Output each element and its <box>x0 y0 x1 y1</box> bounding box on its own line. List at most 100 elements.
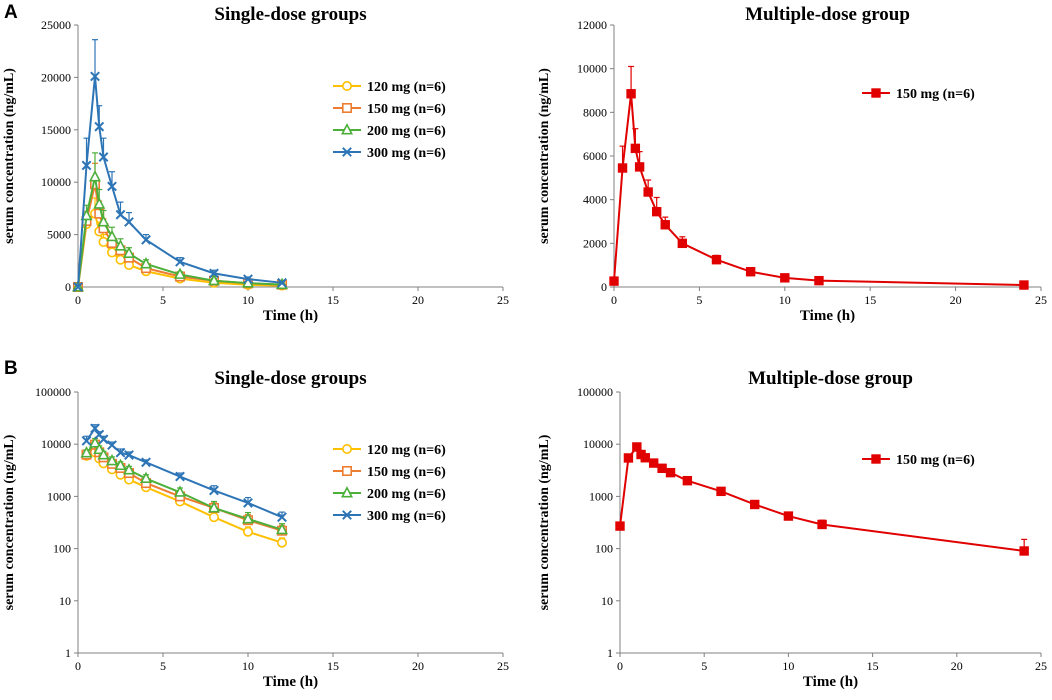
y-tick-label: 8000 <box>583 105 607 119</box>
legend-marker <box>342 510 352 520</box>
data-point <box>677 238 688 249</box>
legend-entry: 200 mg (n=6) <box>333 486 446 502</box>
legend-entry: 300 mg (n=6) <box>333 509 446 524</box>
data-point <box>105 453 119 466</box>
y-tick-label: 0 <box>65 280 71 294</box>
legend-label: 120 mg (n=6) <box>367 80 446 95</box>
y-axis-label: serum concentration (ng/mL) <box>537 68 552 244</box>
data-point <box>107 247 118 258</box>
y-axis-label: serum concentration (ng/mL) <box>537 434 552 610</box>
data-point <box>682 475 693 486</box>
y-axis-label: serum concentration (ng/mL) <box>2 434 17 610</box>
data-point <box>814 275 824 286</box>
x-axis-label: Time (h) <box>263 308 318 324</box>
legend-marker <box>871 454 881 464</box>
legend-entry: 300 mg (n=6) <box>333 146 446 161</box>
data-point <box>617 163 628 173</box>
y-tick-label: 4000 <box>583 193 607 207</box>
data-point <box>80 208 93 221</box>
data-point <box>243 274 253 285</box>
data-point <box>634 162 645 172</box>
x-tick-label: 5 <box>160 659 166 673</box>
y-axis-label: serum concentration (ng/mL) <box>2 68 17 244</box>
y-tick-label: 100000 <box>577 385 613 399</box>
data-point <box>81 435 92 446</box>
data-point <box>241 512 255 524</box>
data-point <box>609 276 619 286</box>
legend-label: 200 mg (n=6) <box>367 124 446 139</box>
x-tick-label: 15 <box>327 659 339 673</box>
chart-a-single: Single-dose groups 0 5000 10000 15000 20000 25… <box>2 4 509 324</box>
chart-b-multi: Multiple-dose group110100100010000100000… <box>537 368 1047 690</box>
x-tick-label: 5 <box>160 293 166 307</box>
data-point <box>124 217 134 227</box>
data-point <box>107 181 117 192</box>
data-point <box>783 511 794 521</box>
y-tick-label: 1000 <box>589 489 613 503</box>
y-tick-label: 20000 <box>41 70 71 84</box>
chart-title: Multiple-dose group <box>748 368 913 389</box>
data-point <box>98 152 109 162</box>
x-axis-label: Time (h) <box>803 674 858 690</box>
legend-entry: 120 mg (n=6) <box>333 80 446 95</box>
y-tick-label: 10000 <box>41 437 71 451</box>
legend-label: 300 mg (n=6) <box>367 509 446 524</box>
x-tick-label: 25 <box>1035 293 1047 307</box>
data-point <box>277 512 287 523</box>
x-tick-label: 0 <box>617 659 623 673</box>
y-tick-label: 10000 <box>583 437 613 451</box>
y-tick-label: 25000 <box>41 18 71 32</box>
data-point <box>652 206 662 217</box>
legend-entry: 150 mg (n=6) <box>333 465 446 480</box>
data-point <box>98 236 109 247</box>
data-point <box>665 467 676 478</box>
y-tick-label: 15000 <box>41 123 71 137</box>
x-tick-label: 0 <box>75 659 81 673</box>
data-point <box>173 485 187 497</box>
data-point <box>139 257 153 269</box>
data-point <box>114 458 127 471</box>
data-point <box>615 521 625 531</box>
y-tick-label: 0 <box>601 280 607 294</box>
data-point <box>207 501 221 513</box>
x-tick-label: 20 <box>951 659 963 673</box>
legend-label: 300 mg (n=6) <box>367 146 446 161</box>
series-multi <box>615 442 1029 556</box>
legend-entry: 150 mg (n=6) <box>333 102 446 117</box>
data-point <box>81 160 92 171</box>
data-point <box>139 471 153 484</box>
data-point <box>90 423 100 434</box>
legend-label: 200 mg (n=6) <box>367 487 446 502</box>
legend-marker <box>342 147 352 157</box>
y-tick-label: 12000 <box>577 18 607 32</box>
legend-marker <box>341 103 352 114</box>
data-point <box>115 209 126 220</box>
y-tick-label: 10 <box>59 594 71 608</box>
x-tick-label: 25 <box>497 293 509 307</box>
chart-title: Single-dose groups <box>214 4 366 25</box>
x-tick-label: 5 <box>696 293 702 307</box>
data-point <box>173 267 187 279</box>
data-point <box>80 446 93 458</box>
data-point <box>209 485 219 496</box>
data-point <box>716 486 726 497</box>
data-point <box>626 89 636 99</box>
x-tick-label: 5 <box>701 659 707 673</box>
x-tick-label: 0 <box>75 293 81 307</box>
data-point <box>124 450 134 460</box>
data-point <box>657 463 667 474</box>
series-300 <box>81 423 287 523</box>
data-point <box>175 471 185 482</box>
series-line <box>613 93 1024 287</box>
data-point <box>1019 280 1029 290</box>
legend-label: 150 mg (n=6) <box>367 102 446 117</box>
x-tick-label: 15 <box>327 293 339 307</box>
x-tick-label: 20 <box>412 293 424 307</box>
data-point <box>660 220 670 230</box>
data-point <box>648 458 659 468</box>
y-tick-label: 6000 <box>583 149 607 163</box>
series-200 <box>71 152 289 292</box>
x-tick-label: 10 <box>782 659 794 673</box>
